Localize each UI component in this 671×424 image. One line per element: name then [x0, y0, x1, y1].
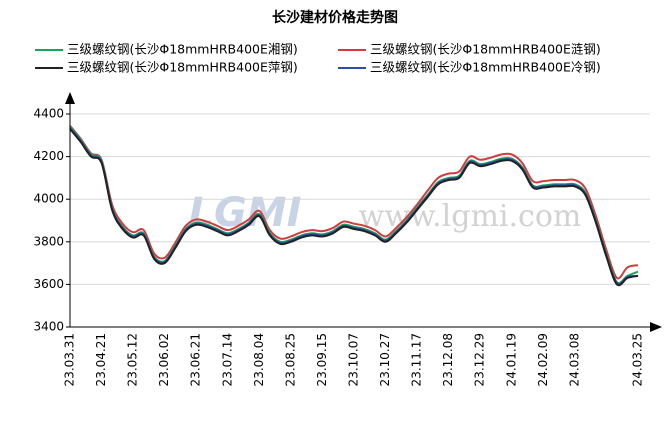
- watermark-url: www.lgmi.com: [359, 199, 582, 234]
- y-tick-label: 4000: [33, 192, 64, 206]
- x-tick-label: 23.03.31: [63, 333, 77, 386]
- x-tick-label: 23.12.08: [441, 333, 455, 386]
- chart-title: 长沙建材价格走势图: [272, 9, 398, 26]
- x-tick-label: 23.08.25: [283, 333, 297, 386]
- x-tick-label: 23.08.04: [252, 333, 266, 386]
- lines: [69, 125, 639, 287]
- y-tick-label: 3600: [33, 277, 64, 291]
- x-tick-label: 23.09.15: [315, 333, 329, 386]
- y-tick-label: 4400: [33, 107, 64, 121]
- x-tick-label: 23.07.14: [220, 333, 234, 386]
- legend-label: 三级螺纹钢(长沙Φ18mmHRB400E湘钢): [67, 42, 298, 57]
- legend-label: 三级螺纹钢(长沙Φ18mmHRB400E萍钢): [67, 60, 298, 75]
- x-tick-label: 23.06.21: [189, 333, 203, 386]
- legend-label: 三级螺纹钢(长沙Φ18mmHRB400E涟钢): [370, 42, 601, 57]
- x-tick-label: 23.12.29: [473, 333, 487, 386]
- x-tick-label: 23.05.12: [126, 333, 140, 386]
- x-tick-label: 23.11.17: [410, 333, 424, 386]
- series-line: [69, 128, 639, 287]
- x-tick-label: 23.04.21: [94, 333, 108, 386]
- y-tick-label: 3800: [33, 234, 64, 248]
- y-tick-label: 3400: [33, 320, 64, 334]
- watermark-logo: LGMI: [188, 190, 301, 236]
- legend-label: 三级螺纹钢(长沙Φ18mmHRB400E冷钢): [370, 60, 601, 75]
- x-tick-label: 23.10.07: [347, 333, 361, 386]
- x-tick-label: 24.03.08: [567, 333, 581, 386]
- x-axis-arrow: [650, 322, 662, 332]
- x-tick-label: 23.06.02: [157, 333, 171, 386]
- x-tick-label: 23.10.27: [378, 333, 392, 386]
- y-tick-label: 4200: [33, 149, 64, 163]
- y-axis-arrow: [65, 92, 75, 104]
- x-tick-label: 24.02.09: [536, 333, 550, 386]
- x-tick-label: 24.01.19: [504, 333, 518, 386]
- x-tick-label: 24.03.25: [631, 333, 645, 386]
- series-line: [69, 125, 639, 280]
